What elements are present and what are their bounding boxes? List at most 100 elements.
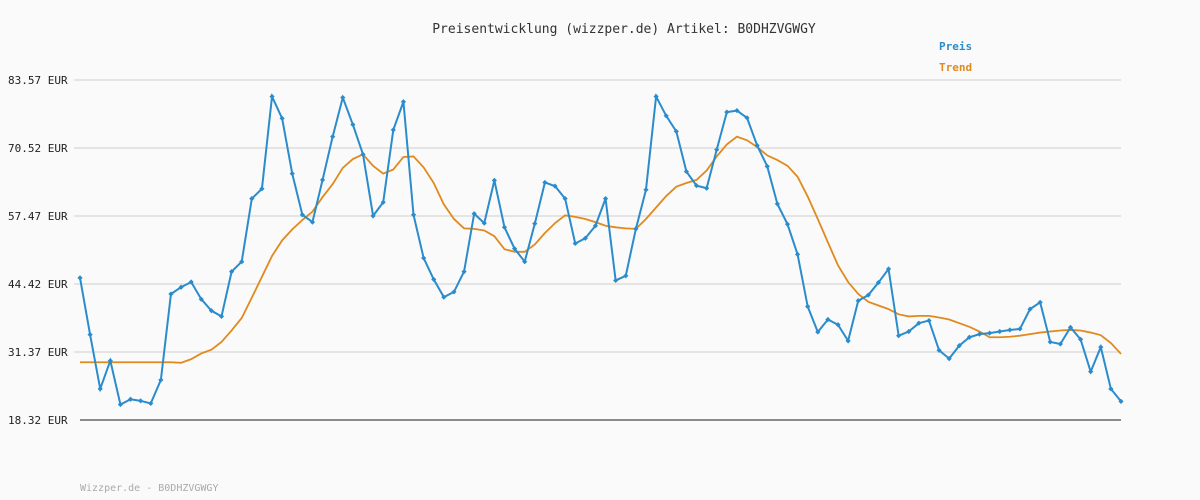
y-axis-ticks: 18.32 EUR 31.37 EUR 44.42 EUR 57.47 EUR 70.5… — [8, 74, 68, 427]
price-point — [1027, 306, 1033, 312]
price-point — [87, 332, 93, 338]
price-point — [845, 338, 851, 344]
price-point — [481, 220, 487, 226]
price-point — [188, 279, 194, 285]
price-point — [734, 107, 740, 114]
price-point — [319, 177, 326, 183]
y-tick-label: 18.32 EUR — [8, 414, 68, 427]
price-point — [350, 122, 356, 128]
price-point — [643, 187, 649, 193]
price-line — [79, 92, 1122, 406]
price-point — [168, 291, 174, 297]
price-point — [633, 226, 639, 232]
price-point — [966, 334, 972, 340]
price-point — [572, 240, 578, 247]
price-point — [805, 303, 811, 310]
price-point — [825, 316, 831, 323]
price-point — [1118, 398, 1124, 404]
price-point — [602, 196, 609, 202]
y-tick-label: 57.47 EUR — [8, 210, 68, 223]
price-point — [784, 221, 791, 227]
price-point — [562, 196, 568, 202]
price-point — [582, 235, 588, 241]
chart-title: Preisentwicklung (wizzper.de) Artikel: B… — [432, 22, 816, 37]
price-point — [936, 347, 942, 353]
price-point — [279, 115, 285, 122]
price-point — [714, 147, 720, 153]
price-point — [461, 268, 467, 275]
price-point — [360, 151, 366, 157]
grid — [74, 79, 1121, 353]
price-point — [663, 113, 669, 119]
price-point — [218, 313, 225, 320]
price-point — [380, 199, 386, 205]
price-point — [1088, 369, 1094, 375]
price-point — [693, 183, 700, 189]
y-tick-label: 31.37 EUR — [8, 346, 68, 359]
price-point — [138, 398, 144, 404]
price-point — [421, 255, 427, 261]
price-point — [1017, 326, 1023, 332]
price-point — [885, 266, 892, 272]
price-point — [148, 400, 154, 407]
price-point — [724, 109, 730, 115]
price-point — [249, 196, 255, 202]
trend-line — [80, 135, 1122, 364]
price-point — [441, 294, 447, 300]
y-tick-label: 44.42 EUR — [8, 278, 68, 291]
price-point — [77, 275, 83, 281]
price-point — [1047, 339, 1053, 345]
price-point — [239, 259, 245, 265]
price-point — [370, 213, 376, 219]
legend: Preis Trend — [939, 40, 972, 74]
price-point — [471, 211, 477, 217]
series-layer — [77, 92, 1124, 408]
price-point — [1098, 344, 1104, 350]
price-point — [208, 308, 214, 314]
price-point — [340, 94, 346, 101]
price-point — [269, 93, 275, 100]
price-point — [229, 268, 235, 275]
price-point — [1037, 299, 1043, 305]
price-point — [158, 377, 164, 383]
price-point — [946, 356, 952, 362]
price-point — [704, 185, 710, 191]
price-point — [744, 115, 750, 121]
price-point — [259, 186, 265, 192]
y-tick-label: 83.57 EUR — [8, 74, 68, 87]
price-point — [815, 329, 821, 335]
price-point — [1057, 341, 1063, 347]
price-point — [1108, 386, 1114, 392]
price-point — [511, 246, 518, 252]
price-point — [542, 179, 548, 186]
price-point — [1007, 327, 1013, 333]
price-point — [127, 396, 134, 402]
price-point — [613, 277, 619, 284]
price-point — [997, 328, 1003, 335]
legend-item-preis: Preis — [939, 40, 972, 53]
price-point — [653, 93, 659, 100]
price-point — [97, 386, 103, 392]
price-point — [1077, 336, 1084, 342]
price-point — [794, 251, 801, 258]
price-point — [976, 331, 983, 337]
price-point — [198, 296, 204, 302]
price-point — [623, 273, 629, 279]
price-point — [491, 177, 497, 184]
legend-item-trend: Trend — [939, 61, 972, 74]
price-point — [683, 168, 690, 175]
price-point — [855, 298, 861, 304]
price-point — [956, 342, 962, 349]
price-point — [390, 127, 396, 133]
price-point — [289, 171, 295, 177]
price-point — [299, 212, 305, 218]
price-point — [330, 134, 336, 140]
price-point — [501, 224, 508, 230]
price-point — [774, 201, 780, 207]
price-point — [754, 142, 760, 149]
price-point — [400, 99, 407, 105]
price-point — [107, 358, 113, 364]
price-point — [987, 330, 993, 336]
